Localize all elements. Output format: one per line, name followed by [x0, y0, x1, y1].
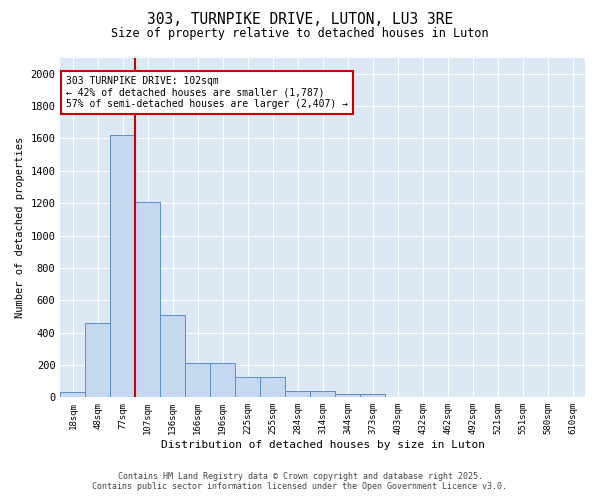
- Bar: [160, 315, 185, 398]
- Bar: [136, 202, 160, 398]
- Bar: [285, 391, 310, 398]
- Text: 303 TURNPIKE DRIVE: 102sqm
← 42% of detached houses are smaller (1,787)
57% of s: 303 TURNPIKE DRIVE: 102sqm ← 42% of deta…: [65, 76, 347, 110]
- Bar: [185, 362, 210, 398]
- Bar: [310, 391, 335, 398]
- Bar: [110, 135, 136, 398]
- Bar: [235, 377, 260, 398]
- Text: 303, TURNPIKE DRIVE, LUTON, LU3 3RE: 303, TURNPIKE DRIVE, LUTON, LU3 3RE: [147, 12, 453, 28]
- X-axis label: Distribution of detached houses by size in Luton: Distribution of detached houses by size …: [161, 440, 485, 450]
- Y-axis label: Number of detached properties: Number of detached properties: [15, 137, 25, 318]
- Bar: [360, 394, 385, 398]
- Bar: [61, 392, 85, 398]
- Text: Size of property relative to detached houses in Luton: Size of property relative to detached ho…: [111, 28, 489, 40]
- Text: Contains HM Land Registry data © Crown copyright and database right 2025.
Contai: Contains HM Land Registry data © Crown c…: [92, 472, 508, 491]
- Bar: [85, 323, 110, 398]
- Bar: [260, 377, 285, 398]
- Bar: [210, 362, 235, 398]
- Bar: [335, 394, 360, 398]
